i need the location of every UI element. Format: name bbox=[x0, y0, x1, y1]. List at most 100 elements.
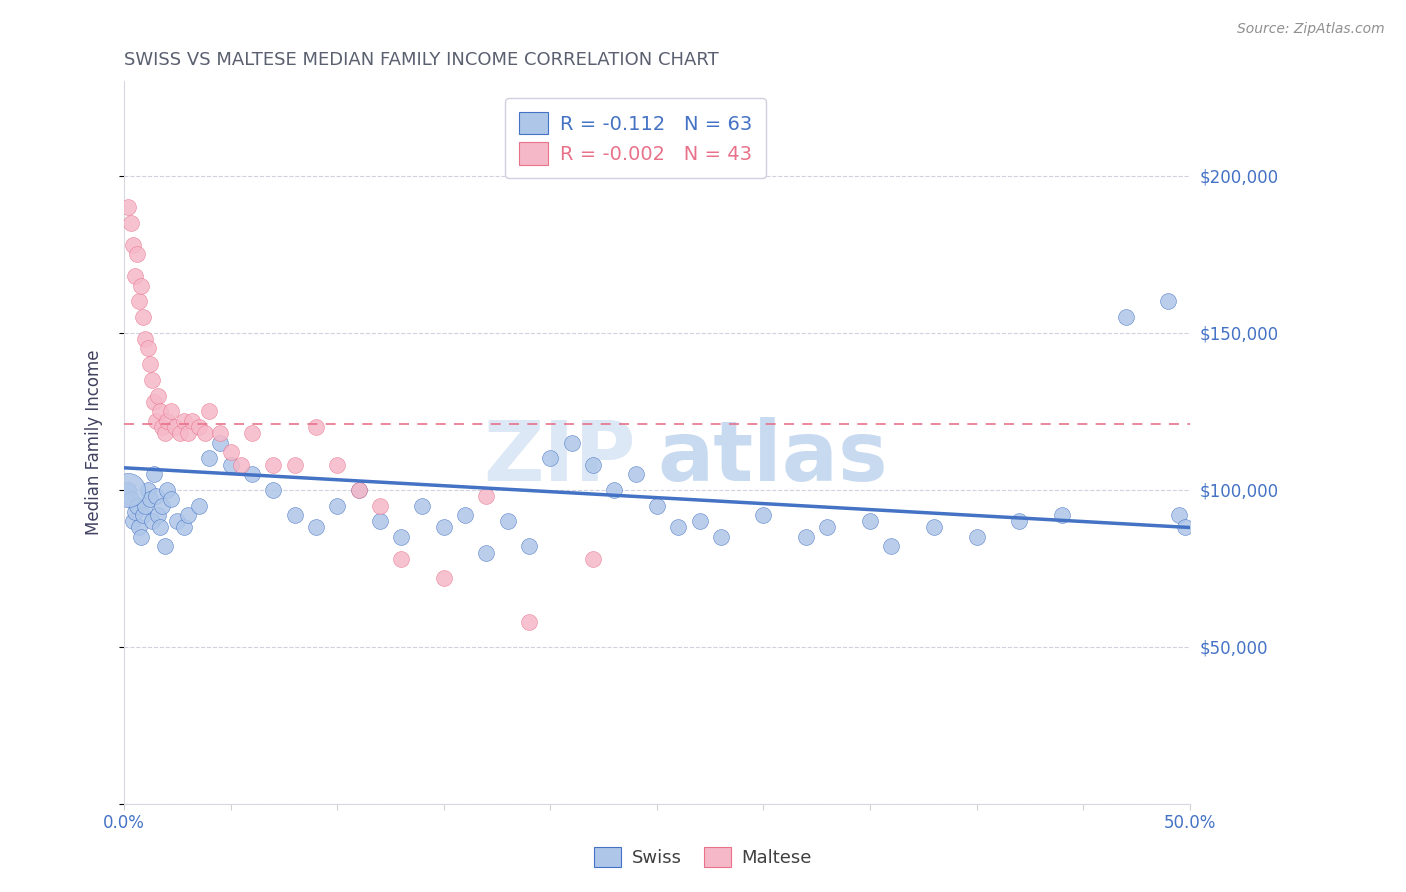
Point bbox=[165, 420, 187, 434]
Point bbox=[173, 520, 195, 534]
Point bbox=[153, 426, 176, 441]
Point bbox=[152, 499, 174, 513]
Point bbox=[305, 420, 328, 434]
Point bbox=[125, 499, 148, 513]
Text: SWISS VS MALTESE MEDIAN FAMILY INCOME CORRELATION CHART: SWISS VS MALTESE MEDIAN FAMILY INCOME CO… bbox=[124, 51, 718, 69]
Point bbox=[120, 492, 142, 507]
Point bbox=[187, 420, 209, 434]
Point bbox=[689, 514, 711, 528]
Point bbox=[145, 489, 167, 503]
Point bbox=[145, 414, 167, 428]
Point bbox=[1115, 310, 1137, 324]
Point bbox=[262, 483, 284, 497]
Point bbox=[240, 467, 263, 481]
Point bbox=[134, 332, 156, 346]
Point bbox=[141, 514, 163, 528]
Point bbox=[149, 404, 172, 418]
Point bbox=[645, 499, 668, 513]
Point bbox=[121, 237, 143, 252]
Point bbox=[240, 426, 263, 441]
Point bbox=[1157, 294, 1180, 309]
Point bbox=[173, 414, 195, 428]
Point bbox=[219, 445, 242, 459]
Point bbox=[152, 420, 174, 434]
Point bbox=[136, 342, 159, 356]
Point bbox=[582, 552, 605, 566]
Point bbox=[603, 483, 626, 497]
Point bbox=[198, 451, 221, 466]
Point bbox=[138, 357, 160, 371]
Point bbox=[120, 216, 142, 230]
Point bbox=[219, 458, 242, 472]
Point bbox=[475, 546, 498, 560]
Point bbox=[208, 426, 231, 441]
Point bbox=[156, 483, 179, 497]
Point bbox=[326, 499, 349, 513]
Point bbox=[389, 530, 412, 544]
Point bbox=[117, 483, 139, 497]
Point bbox=[143, 467, 166, 481]
Point bbox=[117, 483, 139, 497]
Point bbox=[752, 508, 775, 522]
Point bbox=[305, 520, 328, 534]
Point bbox=[128, 294, 150, 309]
Point bbox=[368, 514, 391, 528]
Text: atlas: atlas bbox=[657, 417, 887, 498]
Point bbox=[475, 489, 498, 503]
Point bbox=[666, 520, 689, 534]
Text: Source: ZipAtlas.com: Source: ZipAtlas.com bbox=[1237, 22, 1385, 37]
Point bbox=[177, 508, 200, 522]
Point bbox=[129, 278, 152, 293]
Point bbox=[433, 571, 456, 585]
Point bbox=[966, 530, 988, 544]
Point bbox=[121, 514, 143, 528]
Point bbox=[208, 435, 231, 450]
Point bbox=[125, 247, 148, 261]
Point bbox=[134, 499, 156, 513]
Point bbox=[815, 520, 838, 534]
Legend: Swiss, Maltese: Swiss, Maltese bbox=[586, 839, 820, 874]
Point bbox=[198, 404, 221, 418]
Point bbox=[141, 373, 163, 387]
Point bbox=[160, 492, 183, 507]
Point bbox=[194, 426, 217, 441]
Point bbox=[124, 505, 146, 519]
Point bbox=[187, 499, 209, 513]
Point bbox=[1008, 514, 1031, 528]
Point bbox=[160, 404, 183, 418]
Point bbox=[880, 539, 903, 553]
Legend: R = -0.112   N = 63, R = -0.002   N = 43: R = -0.112 N = 63, R = -0.002 N = 43 bbox=[505, 98, 766, 178]
Point bbox=[517, 615, 540, 629]
Point bbox=[1050, 508, 1073, 522]
Point bbox=[411, 499, 433, 513]
Point bbox=[347, 483, 370, 497]
Point bbox=[231, 458, 253, 472]
Point bbox=[433, 520, 456, 534]
Point bbox=[710, 530, 733, 544]
Point bbox=[156, 414, 179, 428]
Point bbox=[117, 200, 139, 214]
Point bbox=[368, 499, 391, 513]
Point bbox=[136, 483, 159, 497]
Point bbox=[153, 539, 176, 553]
Point bbox=[166, 514, 188, 528]
Point bbox=[922, 520, 945, 534]
Point bbox=[389, 552, 412, 566]
Point bbox=[284, 508, 307, 522]
Point bbox=[624, 467, 647, 481]
Point bbox=[262, 458, 284, 472]
Point bbox=[582, 458, 605, 472]
Point bbox=[132, 310, 155, 324]
Text: ZIP: ZIP bbox=[484, 417, 636, 498]
Y-axis label: Median Family Income: Median Family Income bbox=[86, 350, 103, 535]
Point bbox=[454, 508, 477, 522]
Point bbox=[132, 508, 155, 522]
Point bbox=[124, 269, 146, 284]
Point bbox=[138, 492, 160, 507]
Point bbox=[1168, 508, 1191, 522]
Point bbox=[284, 458, 307, 472]
Point bbox=[169, 426, 191, 441]
Point bbox=[794, 530, 817, 544]
Point bbox=[149, 520, 172, 534]
Point bbox=[561, 435, 583, 450]
